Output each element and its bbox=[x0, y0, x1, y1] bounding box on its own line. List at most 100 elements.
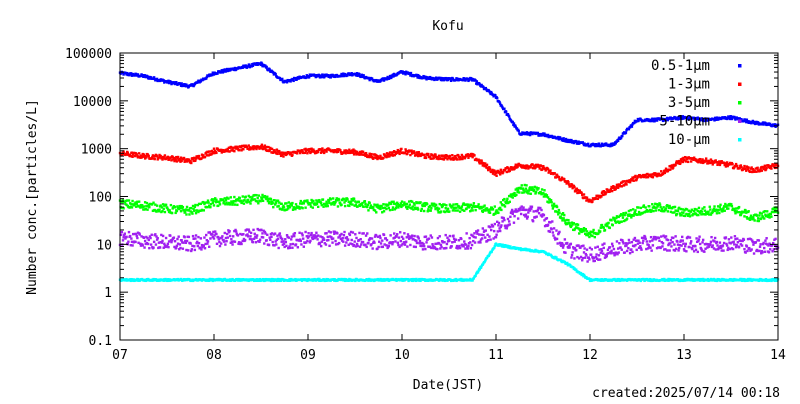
data-point bbox=[293, 206, 296, 209]
data-point bbox=[725, 161, 729, 164]
data-point bbox=[657, 236, 661, 240]
data-point bbox=[619, 246, 622, 249]
data-point bbox=[327, 198, 330, 202]
data-point bbox=[631, 250, 634, 254]
data-point bbox=[508, 223, 511, 226]
data-point bbox=[498, 101, 501, 104]
data-point bbox=[270, 200, 274, 203]
data-point bbox=[184, 208, 188, 211]
data-point bbox=[388, 208, 392, 212]
data-point bbox=[570, 253, 574, 257]
data-point bbox=[640, 236, 644, 240]
data-point bbox=[462, 245, 465, 248]
data-point bbox=[240, 242, 243, 246]
data-point bbox=[422, 242, 425, 246]
data-point bbox=[593, 259, 596, 263]
data-point bbox=[579, 246, 582, 249]
data-point bbox=[194, 237, 197, 240]
data-point bbox=[678, 212, 682, 215]
data-point bbox=[377, 245, 380, 249]
data-point bbox=[570, 138, 573, 142]
data-point bbox=[549, 221, 552, 224]
data-point bbox=[162, 207, 165, 210]
data-point bbox=[646, 175, 650, 179]
data-point bbox=[724, 165, 728, 168]
data-point bbox=[458, 158, 461, 161]
data-point bbox=[417, 237, 420, 240]
data-point bbox=[602, 189, 605, 193]
data-point bbox=[275, 148, 279, 151]
data-point bbox=[185, 239, 189, 243]
data-point bbox=[206, 205, 209, 209]
data-point bbox=[329, 231, 332, 234]
data-point bbox=[472, 235, 476, 239]
data-point bbox=[282, 155, 285, 158]
data-point bbox=[576, 255, 579, 259]
data-point bbox=[498, 227, 501, 230]
data-point bbox=[202, 244, 206, 247]
data-point bbox=[715, 240, 719, 244]
data-point bbox=[388, 74, 392, 78]
data-point bbox=[385, 152, 389, 155]
data-point bbox=[328, 74, 331, 77]
data-point bbox=[129, 279, 132, 283]
data-point bbox=[553, 172, 556, 175]
data-point bbox=[223, 197, 226, 200]
data-point bbox=[774, 237, 777, 241]
data-point bbox=[701, 207, 704, 210]
data-point bbox=[769, 212, 773, 216]
data-point bbox=[271, 201, 274, 205]
data-point bbox=[212, 73, 216, 76]
data-point bbox=[444, 156, 447, 159]
data-point bbox=[648, 208, 652, 212]
data-point bbox=[523, 208, 526, 212]
data-point bbox=[242, 233, 245, 236]
data-point bbox=[557, 175, 561, 179]
data-point bbox=[743, 119, 747, 123]
data-point bbox=[603, 242, 606, 245]
data-point bbox=[626, 242, 629, 245]
data-point bbox=[752, 168, 755, 172]
data-point bbox=[383, 153, 386, 156]
data-point bbox=[473, 232, 476, 235]
data-point bbox=[558, 241, 562, 245]
data-point bbox=[713, 205, 716, 208]
data-point bbox=[206, 199, 210, 202]
data-point bbox=[566, 241, 569, 245]
data-point bbox=[716, 163, 719, 167]
data-point bbox=[246, 233, 249, 236]
data-point bbox=[445, 246, 448, 250]
data-point bbox=[449, 246, 452, 249]
data-point bbox=[138, 233, 141, 236]
data-point bbox=[731, 163, 734, 166]
data-point bbox=[212, 147, 216, 150]
data-point bbox=[373, 209, 377, 212]
data-point bbox=[568, 222, 571, 225]
data-point bbox=[135, 202, 138, 206]
data-point bbox=[243, 238, 247, 242]
data-point bbox=[587, 256, 591, 259]
data-point bbox=[718, 246, 721, 249]
data-point bbox=[385, 244, 388, 247]
data-point bbox=[764, 239, 767, 242]
data-point bbox=[501, 106, 504, 109]
data-point bbox=[185, 160, 189, 163]
data-point bbox=[463, 209, 466, 212]
data-point bbox=[226, 236, 229, 239]
data-point bbox=[424, 156, 428, 160]
data-point bbox=[664, 248, 667, 251]
data-point bbox=[673, 243, 676, 246]
data-point bbox=[765, 166, 768, 170]
data-point bbox=[346, 198, 349, 201]
data-point bbox=[772, 248, 776, 251]
data-point bbox=[369, 237, 372, 240]
data-point bbox=[391, 206, 395, 209]
data-point bbox=[527, 167, 530, 170]
data-point bbox=[222, 240, 226, 243]
data-point bbox=[639, 213, 642, 216]
data-point bbox=[248, 237, 252, 241]
data-point bbox=[633, 210, 637, 214]
data-point bbox=[273, 244, 276, 247]
